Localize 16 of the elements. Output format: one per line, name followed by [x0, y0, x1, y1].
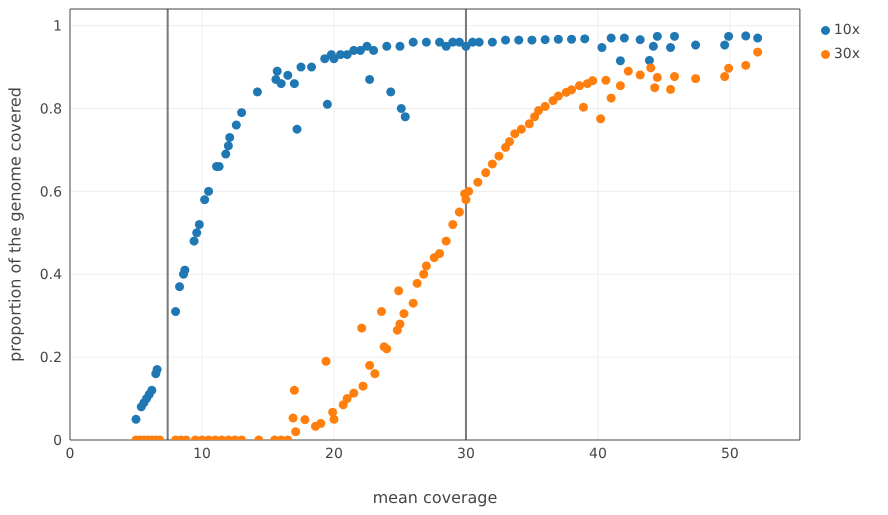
- y-tick-label: 1: [53, 18, 62, 35]
- x-tick-label: 20: [325, 446, 343, 462]
- x-tick-label: 40: [589, 446, 607, 462]
- legend-label: 10x: [834, 22, 860, 38]
- y-tick-label: 0: [53, 432, 62, 449]
- y-tick-label: 0.8: [40, 101, 62, 118]
- x-tick-label: 30: [457, 446, 475, 462]
- legend-label: 30x: [834, 46, 860, 62]
- x-axis-title: mean coverage: [372, 488, 498, 507]
- y-axis-title: proportion of the genome covered: [6, 87, 25, 362]
- x-tick-label: 10: [193, 446, 211, 462]
- x-tick-label: 0: [66, 446, 74, 462]
- y-tick-label: 0.2: [40, 350, 62, 366]
- y-tick-label: 0.4: [40, 267, 62, 284]
- y-tick-label: 0.6: [40, 184, 62, 200]
- x-tick-label: 50: [721, 446, 739, 462]
